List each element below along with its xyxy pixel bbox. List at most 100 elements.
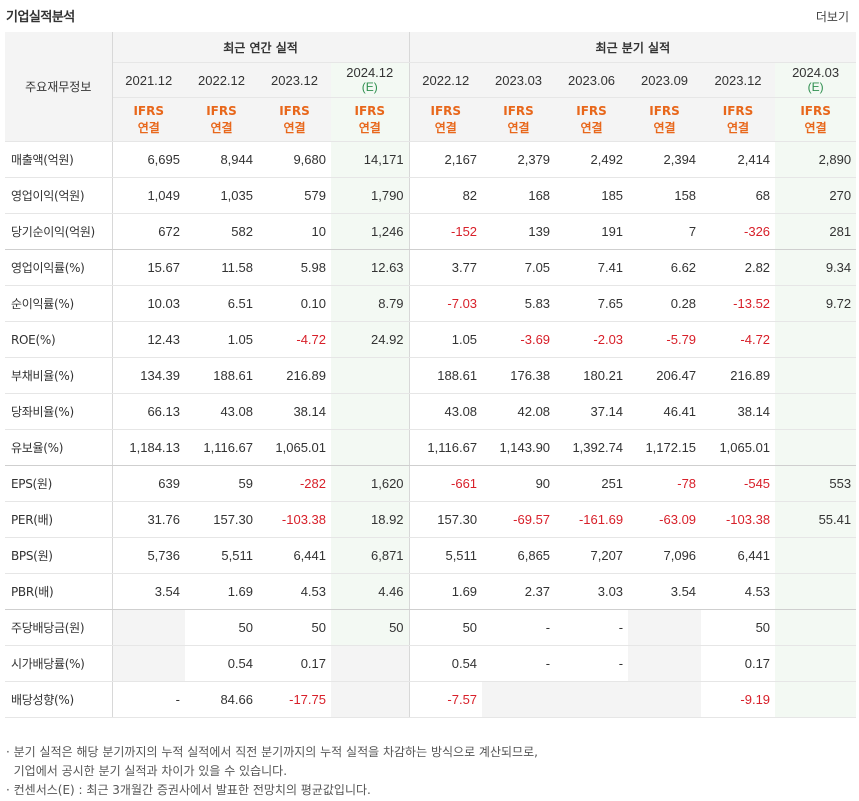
table-cell: 281 (775, 213, 857, 250)
period-header: 2021.12 (112, 62, 185, 98)
standard-header: IFRS 연결 (185, 97, 258, 142)
annual-group-header: 최근 연간 실적 (112, 32, 410, 63)
table-cell: 0.28 (628, 285, 702, 322)
table-cell: -13.52 (701, 285, 776, 322)
table-cell: 43.08 (185, 393, 258, 430)
table-cell: -9.19 (701, 681, 776, 718)
more-link[interactable]: 더보기 (815, 10, 849, 24)
row-label: PER(배) (5, 501, 113, 538)
table-cell: 11.58 (185, 249, 258, 286)
table-cell: 46.41 (628, 393, 702, 430)
table-cell: 59 (185, 465, 258, 502)
table-cell: 158 (628, 177, 702, 214)
table-cell (555, 681, 629, 718)
table-cell (112, 609, 185, 646)
table-cell: 6,441 (258, 537, 331, 574)
table-cell: 1.05 (409, 321, 483, 358)
table-cell: 15.67 (112, 249, 185, 286)
table-cell: 4.53 (258, 573, 331, 610)
table-cell: -103.38 (258, 501, 331, 538)
standard-line1: IFRS (722, 103, 754, 118)
period-header: 2022.12 (185, 62, 258, 98)
table-cell: 185 (555, 177, 629, 214)
table-row: ROE(%) 12.43 1.05 -4.72 24.92 1.05 -3.69 -2.03-… (5, 321, 857, 358)
standard-line2: 연결 (283, 120, 306, 135)
row-label: 배당성향(%) (5, 681, 113, 718)
table-cell (628, 609, 702, 646)
table-cell: 55.41 (775, 501, 857, 538)
table-cell: 188.61 (185, 357, 258, 394)
estimate-mark: (E) (361, 80, 378, 94)
standard-header: IFRS 연결 (701, 97, 776, 142)
standard-line1: IFRS (354, 103, 386, 118)
table-cell: 157.30 (185, 501, 258, 538)
table-cell: 553 (775, 465, 857, 502)
table-cell: 0.54 (185, 645, 258, 682)
table-cell: -3.69 (482, 321, 556, 358)
standard-line2: 연결 (358, 120, 381, 135)
period-label: 2023.12 (714, 72, 762, 88)
standard-header: IFRS 연결 (555, 97, 629, 142)
standard-line1: IFRS (800, 103, 831, 118)
period-header: 2023.03 (482, 62, 556, 98)
table-cell: 6,695 (112, 141, 185, 178)
period-label: 2023.06 (568, 72, 616, 88)
table-cell: 50 (409, 609, 483, 646)
table-cell: 66.13 (112, 393, 185, 430)
row-label: 부채비율(%) (5, 357, 113, 394)
standard-line2: 연결 (137, 120, 160, 135)
row-label: EPS(원) (5, 465, 113, 502)
table-cell: 180.21 (555, 357, 629, 394)
row-label: 매출액(억원) (5, 141, 113, 178)
table-cell: 10 (258, 213, 331, 250)
table-cell: 5,736 (112, 537, 185, 574)
table-cell: -545 (701, 465, 776, 502)
table-cell: -69.57 (482, 501, 556, 538)
table-cell: 50 (258, 609, 331, 646)
period-header: 2024.12 (E) (331, 62, 410, 98)
table-cell: 176.38 (482, 357, 556, 394)
table-cell: 84.66 (185, 681, 258, 718)
table-cell (775, 537, 857, 574)
table-cell: 1,065.01 (258, 429, 331, 466)
table-cell: 6,871 (331, 537, 410, 574)
table-cell: 1,035 (185, 177, 258, 214)
period-header-row: 2021.12 2022.12 2023.12 2024.12 (E) 2022.12 20… (5, 62, 857, 98)
table-cell: 14,171 (331, 141, 410, 178)
table-cell: 2.37 (482, 573, 556, 610)
table-cell: 50 (331, 609, 410, 646)
table-cell: 1,116.67 (409, 429, 483, 466)
table-cell: - (555, 609, 629, 646)
table-cell: -63.09 (628, 501, 702, 538)
table-cell: 672 (112, 213, 185, 250)
financial-table: 주요재무정보 최근 연간 실적 최근 분기 실적 2021.12 2022.12 2… (5, 32, 857, 718)
row-label: BPS(원) (5, 537, 113, 574)
period-header: 2023.09 (628, 62, 702, 98)
table-cell: 7.05 (482, 249, 556, 286)
standard-line2: 연결 (804, 120, 827, 135)
table-row: 매출액(억원) 6,695 8,944 9,680 14,171 2,167 2,379 2,… (5, 141, 857, 178)
table-cell: 6.51 (185, 285, 258, 322)
row-label: 당기순이익(억원) (5, 213, 113, 250)
table-row: BPS(원) 5,736 5,511 6,441 6,871 5,511 6,865 7,20… (5, 537, 857, 574)
table-cell: 8,944 (185, 141, 258, 178)
table-cell: 206.47 (628, 357, 702, 394)
period-label: 2024.03 (792, 65, 840, 80)
table-cell: -4.72 (258, 321, 331, 358)
table-cell: 1.69 (409, 573, 483, 610)
table-cell (482, 681, 556, 718)
table-cell: 1,143.90 (482, 429, 556, 466)
row-label: 주당배당금(원) (5, 609, 113, 646)
table-cell: 168 (482, 177, 556, 214)
table-cell: 82 (409, 177, 483, 214)
table-cell: 1,065.01 (701, 429, 776, 466)
table-cell: 579 (258, 177, 331, 214)
period-label: 2023.03 (495, 72, 543, 88)
table-cell (628, 681, 702, 718)
period-label: 2022.12 (422, 72, 470, 88)
table-cell: 4.53 (701, 573, 776, 610)
table-cell (331, 681, 410, 718)
table-cell: 90 (482, 465, 556, 502)
table-cell: 2.82 (701, 249, 776, 286)
period-label: 2024.12 (346, 65, 394, 80)
